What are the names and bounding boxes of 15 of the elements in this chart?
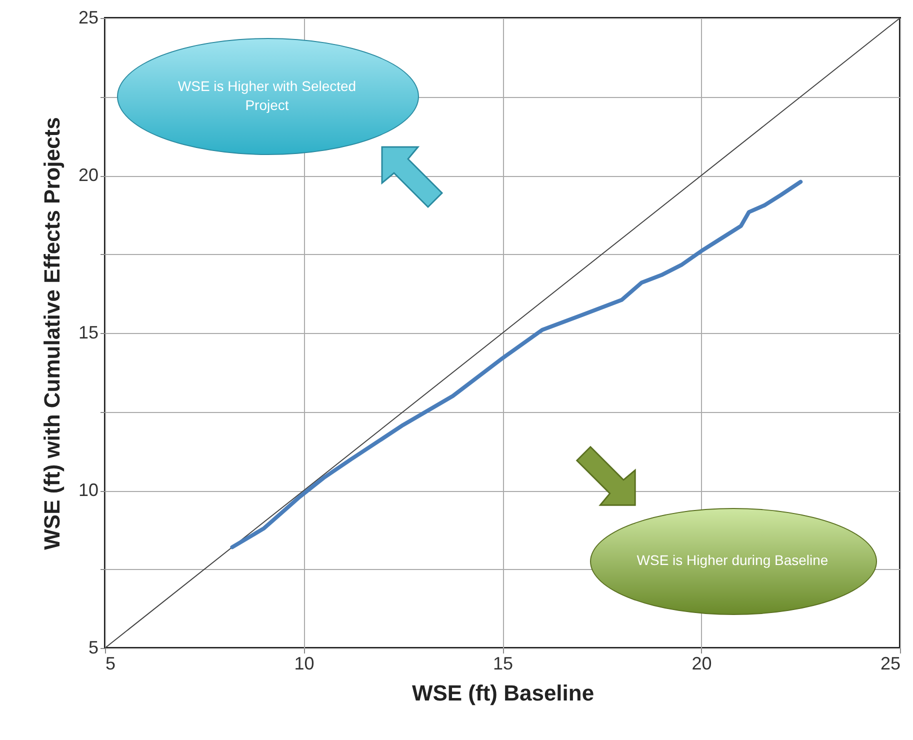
- y-tick-label: 10: [78, 480, 98, 500]
- line-series: [230, 180, 803, 550]
- y-axis-title: WSE (ft) with Cumulative Effects Projects: [39, 117, 64, 550]
- x-tick-label: 25: [880, 654, 900, 674]
- x-tick-label: 10: [294, 654, 314, 674]
- y-tick-label: 5: [88, 638, 98, 658]
- annotation: WSE is Higher during Baseline: [636, 550, 830, 570]
- x-tick-label: 20: [692, 654, 712, 674]
- x-axis-title: WSE (ft) Baseline: [412, 680, 594, 706]
- x-tick-label: 5: [106, 654, 116, 674]
- x-tick-label: 15: [492, 654, 514, 674]
- y-tick-label: 20: [78, 165, 98, 185]
- y-tick-label: 15: [78, 322, 98, 342]
- y-tick-label: 25: [78, 8, 98, 28]
- annotation: WSE is Higher with Selected Project: [176, 76, 358, 115]
